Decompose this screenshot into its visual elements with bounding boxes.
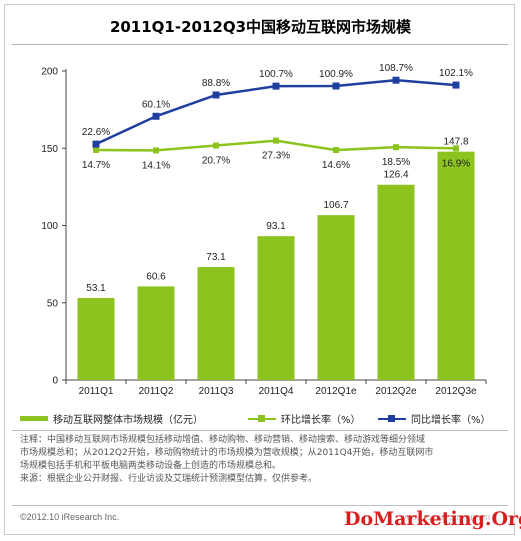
bar (197, 267, 235, 380)
watermark: DoMarketing.Org (344, 508, 521, 530)
line-value-label: 20.7% (202, 156, 230, 167)
legend-label-qoq: 环比增长率（%） (281, 415, 361, 426)
x-tick-label: 2011Q1 (79, 386, 114, 397)
bar (377, 184, 415, 380)
legend-label-bars: 移动互联网整体市场规模（亿元） (53, 415, 203, 426)
x-tick-label: 2011Q2 (139, 386, 174, 397)
series-line (95, 78, 457, 146)
legend-qoq-marker (258, 414, 265, 422)
bar-value-label: 53.1 (86, 283, 106, 294)
bar-value-label: 126.4 (383, 170, 408, 181)
legend-item-qoq: 环比增长率（%） (248, 411, 361, 426)
bar-value-label: 106.7 (323, 200, 348, 211)
line-marker (392, 76, 400, 84)
line-marker (153, 147, 159, 154)
line-marker (333, 147, 339, 154)
note-line: 注释：中国移动互联网市场规模包括移动增值、移动购物、移动营销、移动搜索、移动游戏… (20, 435, 426, 445)
line-marker (93, 146, 99, 153)
line-marker (453, 145, 459, 152)
bar-value-label: 60.6 (146, 271, 166, 282)
line-value-label: 18.5% (382, 157, 410, 168)
line-marker (92, 140, 100, 148)
legend-qoq-line (248, 414, 276, 422)
line-marker (213, 142, 219, 149)
line-value-label: 22.6% (82, 127, 110, 138)
legend-yoy-marker (388, 414, 395, 422)
line-value-label: 14.6% (322, 160, 350, 171)
y-tick-label: 50 (47, 298, 59, 309)
line-value-label: 100.9% (319, 69, 353, 80)
bar-value-label: 147.8 (443, 137, 468, 148)
note-line: 市场规模总和；从2012Q2开始，移动购物统计的市场规模为营收规模；从2011Q… (20, 448, 434, 458)
bar (257, 236, 295, 380)
line-marker (452, 81, 460, 89)
line-value-label: 102.1% (439, 68, 473, 79)
legend-item-bars: 移动互联网整体市场规模（亿元） (20, 411, 203, 426)
y-tick-label: 150 (41, 144, 58, 155)
line-value-label: 88.8% (202, 78, 230, 89)
line-marker (393, 144, 399, 151)
y-tick-label: 200 (41, 67, 58, 78)
legend-label-yoy: 同比增长率（%） (411, 415, 491, 426)
line-value-label: 16.9% (442, 158, 470, 169)
line-marker (152, 112, 160, 120)
legend-item-yoy: 同比增长率（%） (378, 411, 491, 426)
line-value-label: 14.1% (142, 160, 170, 171)
copyright: ©2012.10 iResearch Inc. (20, 512, 120, 522)
y-tick-label: 100 (41, 221, 58, 232)
legend-divider (12, 430, 508, 431)
line-value-label: 14.7% (82, 160, 110, 171)
line-value-label: 108.7% (379, 63, 413, 74)
line-marker (332, 82, 340, 90)
line-value-label: 100.7% (259, 69, 293, 80)
x-tick-label: 2012Q1e (315, 386, 357, 397)
bar (77, 297, 115, 380)
notes: 注释：中国移动互联网市场规模包括移动增值、移动购物、移动营销、移动搜索、移动游戏… (20, 434, 508, 486)
x-tick-label: 2012Q2e (375, 386, 417, 397)
legend: 移动互联网整体市场规模（亿元） 环比增长率（%） 同比增长率（%） (20, 411, 510, 427)
line-marker (212, 91, 220, 99)
chart-title: 2011Q1-2012Q3中国移动互联网市场规模 (109, 18, 412, 36)
bar (137, 286, 175, 380)
watermark-url: www.iresearch.com.cn (400, 512, 491, 522)
bar (437, 151, 475, 380)
source-line: 来源：根据企业公开财报、行业访谈及艾瑞统计预测模型估算，仅供参考。 (20, 474, 318, 484)
note-line: 场规模包括手机和平板电脑两类移动设备上创造的市场规模总和。 (20, 461, 282, 471)
x-tick-label: 2012Q3e (435, 386, 477, 397)
legend-bar-swatch (20, 416, 48, 421)
title-divider (12, 44, 508, 45)
bar-value-label: 93.1 (266, 221, 286, 232)
y-tick-label: 0 (52, 376, 58, 387)
line-marker (273, 137, 279, 144)
line-value-label: 27.3% (262, 151, 290, 162)
x-tick-label: 2011Q4 (259, 386, 294, 397)
line-value-label: 60.1% (142, 99, 170, 110)
legend-yoy-line (378, 414, 406, 422)
bar (317, 215, 355, 380)
footer-divider (12, 505, 508, 506)
line-marker (272, 82, 280, 90)
bar-value-label: 73.1 (206, 252, 226, 263)
x-tick-label: 2011Q3 (199, 386, 234, 397)
